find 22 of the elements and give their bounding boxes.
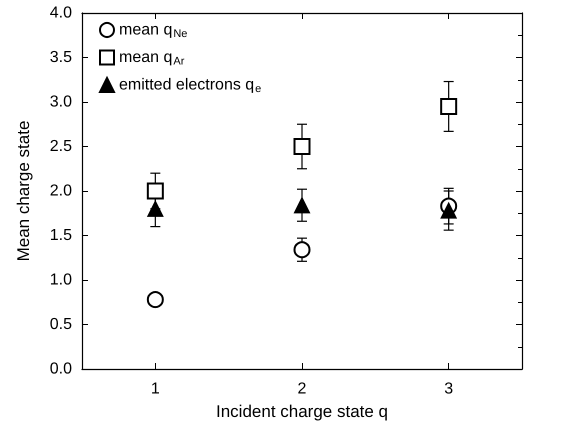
x-tick-label: 2	[298, 380, 307, 398]
point	[146, 182, 164, 200]
y-tick-label: 1.5	[50, 227, 72, 244]
point	[294, 241, 310, 258]
y-tick-label: 4.0	[50, 4, 72, 22]
point	[294, 197, 310, 214]
y-tick-label: 2.0	[50, 182, 72, 200]
point	[147, 200, 164, 217]
y-tick-label: 3.5	[50, 49, 72, 66]
x-axis-title: Incident charge state q	[216, 402, 388, 421]
x-tick-label: 1	[150, 380, 160, 398]
x-tick-label: 3	[444, 380, 454, 398]
y-tick-label: 0.5	[50, 316, 72, 333]
point	[440, 202, 457, 219]
point	[440, 98, 458, 115]
y-axis-title: Mean charge state	[14, 120, 33, 262]
y-tick-label: 2.5	[50, 138, 72, 155]
y-tick-label: 3.0	[50, 94, 72, 110]
point	[146, 291, 164, 308]
point	[294, 138, 310, 155]
y-tick-label: 1.0	[50, 272, 72, 288]
y-tick-label: 0.0	[50, 360, 72, 378]
